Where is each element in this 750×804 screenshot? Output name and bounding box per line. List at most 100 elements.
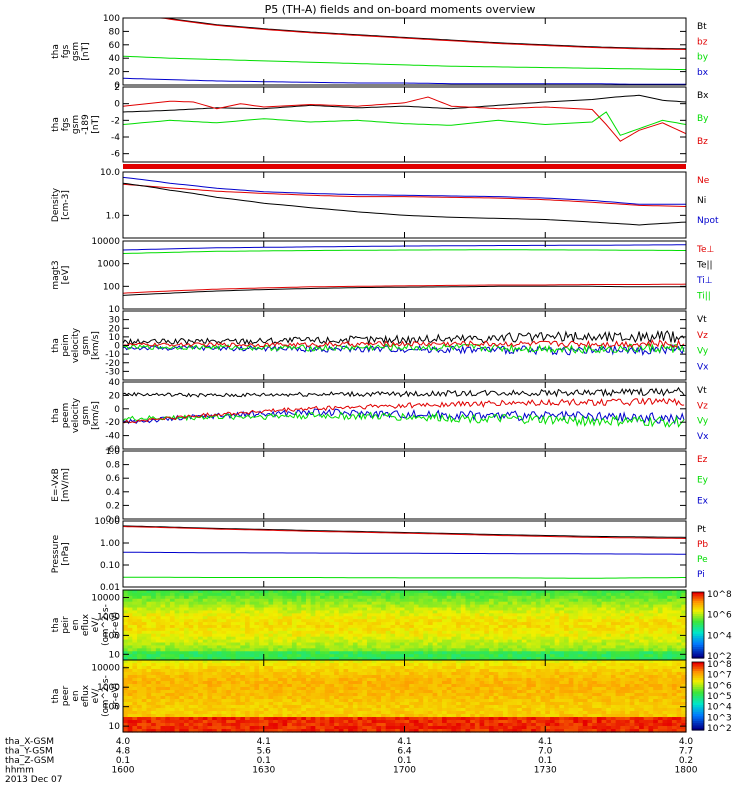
legend-Bx: Bx [697,91,709,101]
legend-Ne: Ne [697,176,710,186]
legend-Vx: Vx [697,362,709,372]
y-axis-label-line: gsm [81,336,91,355]
y-axis-label: Density[cm-3] [51,187,71,222]
y-tick-label: -20 [105,418,120,428]
series-line-Vt [123,331,684,344]
series-line-Vz [123,340,684,347]
y-axis-label-line: [km/s] [91,401,101,430]
y-axis-label-line: [nT] [81,42,91,60]
legend-by: by [697,53,709,63]
y-tick-label: 0 [114,342,120,352]
y-axis-label-line: peim [61,334,71,357]
legend-Ti||: Ti|| [696,292,711,302]
y-axis-label-line: fgs [61,117,71,131]
colorbar: 10^210^410^610^8 [692,590,732,662]
y-tick-label: -2 [111,116,120,126]
y-axis-label-line: [nT] [91,115,101,133]
divider-band [123,164,686,169]
series-line-By [123,112,686,135]
y-axis-label-line: fgs [61,44,71,58]
legend-Vy: Vy [697,347,709,357]
y-tick-label: 1.0 [106,211,121,221]
y-tick-label: 20 [109,324,121,334]
y-tick-label: 0 [114,100,120,110]
y-axis-label-line: tha [51,338,61,353]
y-tick-label: 0.8 [106,461,121,471]
series-line-Ti|| [123,250,686,254]
legend-Vy: Vy [697,417,709,427]
legend-Vt: Vt [697,315,707,325]
y-tick-label: 40 [109,54,121,64]
y-tick-label: 30 [109,316,121,326]
y-tick-label: 1.0 [106,447,121,457]
y-tick-label: 10.00 [94,517,120,527]
colorbar-tick-label: 10^4 [707,631,732,641]
y-tick-label: 2 [114,83,120,93]
panel-frame [123,18,686,85]
panel-10: 10^210^310^410^510^610^710^8101001000100… [51,660,732,734]
y-axis-label-line: sr-eV) [111,612,121,638]
y-axis-label-line: Pressure [51,534,61,573]
y-tick-label: 10 [109,650,121,660]
y-tick-label: 0.01 [100,583,120,593]
legend-Pe: Pe [697,555,708,565]
y-tick-label: 20 [109,68,121,78]
y-axis-label-line: velocity [71,397,81,433]
legend-Bz: Bz [697,137,708,147]
y-axis-label-line: peem [61,403,71,429]
legend-Ey: Ey [697,476,709,486]
y-axis-label: magt3[eV] [51,260,71,289]
series-line-Vt [123,388,684,397]
y-tick-label: 60 [109,41,121,51]
y-axis-label-line: gsm [71,115,81,134]
y-axis-label-line: magt3 [51,260,61,289]
series-line-Ni [123,183,686,225]
legend-Bt: Bt [697,22,707,32]
y-axis-label-line: tha [51,408,61,423]
legend-By: By [697,114,709,124]
colorbar-tick-label: 10^8 [707,590,732,600]
y-tick-label: -20 [105,359,120,369]
y-axis-label-line: gsm [81,406,91,425]
y-tick-label: 0 [114,405,120,415]
y-axis-label: Pressure[nPa] [51,534,71,573]
y-tick-label: 40 [109,378,121,388]
y-axis-label: E=-VxB[mV/m] [51,468,71,502]
legend-Pi: Pi [697,570,705,580]
series-line-Bz [123,97,686,141]
y-axis-label-line: Density [51,187,61,222]
y-tick-label: 10 [109,305,121,315]
y-tick-label: 100 [103,14,120,24]
series-line-Pe [123,577,686,578]
series-line-Pt [123,526,686,538]
series-line-Vx [123,409,684,423]
series-line-Pi [123,552,686,554]
y-tick-label: 1000 [97,260,120,270]
y-axis-label-line: (cm^2-s- [101,604,111,646]
y-tick-label: 80 [109,27,121,37]
legend-Vx: Vx [697,432,709,442]
y-axis-label-line: tha [51,618,61,633]
y-tick-label: 1.00 [100,539,120,549]
y-axis-label-line: [cm-3] [61,190,71,220]
y-axis-label-line: en [71,619,81,630]
legend-Vz: Vz [697,401,708,411]
legend-Pt: Pt [697,525,706,535]
y-tick-label: 10000 [91,237,120,247]
legend-Vz: Vz [697,331,708,341]
y-axis-label-line: [eV] [61,266,71,285]
y-tick-label: 10 [109,333,121,343]
